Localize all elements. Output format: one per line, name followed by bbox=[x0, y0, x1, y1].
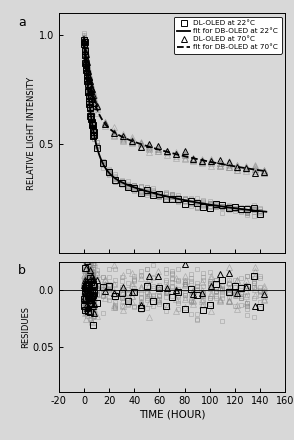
DL-OLED at 22°C bbox=[82, 37, 86, 43]
DL-OLED at 70°C bbox=[85, 60, 88, 66]
DL-OLED at 22°C bbox=[84, 61, 87, 66]
Line: fit for DB-OLED at 22°C: fit for DB-OLED at 22°C bbox=[84, 37, 266, 212]
fit for DB-OLED at 22°C bbox=[204, 202, 208, 207]
Line: DL-OLED at 70°C: DL-OLED at 70°C bbox=[81, 37, 267, 176]
DL-OLED at 70°C bbox=[85, 65, 89, 70]
DL-OLED at 70°C bbox=[84, 51, 88, 56]
fit for DB-OLED at 70°C bbox=[114, 131, 118, 136]
DL-OLED at 70°C bbox=[192, 156, 195, 161]
DL-OLED at 70°C bbox=[130, 139, 133, 144]
DL-OLED at 70°C bbox=[209, 158, 213, 164]
DL-OLED at 70°C bbox=[156, 144, 160, 149]
DL-OLED at 70°C bbox=[165, 149, 169, 154]
Legend: DL-OLED at 22°C, fit for DB-OLED at 22°C, DL-OLED at 70°C, fit for DB-OLED at 70: DL-OLED at 22°C, fit for DB-OLED at 22°C… bbox=[173, 17, 282, 54]
DL-OLED at 70°C bbox=[201, 158, 204, 163]
Y-axis label: RESIDUES: RESIDUES bbox=[21, 306, 30, 348]
Y-axis label: RELATIVE LIGHT INTENSITY: RELATIVE LIGHT INTENSITY bbox=[27, 77, 36, 190]
DL-OLED at 70°C bbox=[139, 144, 142, 150]
DL-OLED at 70°C bbox=[88, 81, 92, 87]
DL-OLED at 70°C bbox=[244, 165, 248, 170]
DL-OLED at 70°C bbox=[88, 77, 91, 82]
DL-OLED at 70°C bbox=[90, 86, 93, 91]
DL-OLED at 70°C bbox=[89, 85, 92, 90]
fit for DB-OLED at 22°C bbox=[265, 209, 268, 214]
DL-OLED at 70°C bbox=[82, 38, 86, 44]
DL-OLED at 70°C bbox=[253, 170, 257, 175]
DL-OLED at 70°C bbox=[83, 40, 86, 45]
fit for DB-OLED at 70°C bbox=[204, 158, 208, 164]
DL-OLED at 70°C bbox=[88, 78, 92, 83]
DL-OLED at 70°C bbox=[87, 74, 91, 80]
DL-OLED at 70°C bbox=[83, 43, 86, 48]
DL-OLED at 70°C bbox=[92, 100, 96, 106]
fit for DB-OLED at 70°C bbox=[190, 155, 193, 161]
DL-OLED at 70°C bbox=[235, 165, 239, 170]
DL-OLED at 70°C bbox=[91, 93, 94, 99]
fit for DB-OLED at 70°C bbox=[165, 149, 168, 154]
DL-OLED at 22°C bbox=[87, 93, 91, 98]
Text: b: b bbox=[18, 264, 26, 277]
fit for DB-OLED at 22°C bbox=[82, 35, 86, 40]
DL-OLED at 70°C bbox=[227, 159, 230, 165]
fit for DB-OLED at 22°C bbox=[114, 176, 118, 182]
DL-OLED at 70°C bbox=[84, 55, 87, 60]
DL-OLED at 22°C bbox=[252, 205, 255, 210]
fit for DB-OLED at 22°C bbox=[165, 194, 168, 199]
fit for DB-OLED at 70°C bbox=[82, 37, 86, 42]
DL-OLED at 70°C bbox=[174, 151, 178, 157]
DL-OLED at 70°C bbox=[83, 49, 87, 54]
Text: a: a bbox=[18, 15, 26, 29]
DL-OLED at 70°C bbox=[112, 130, 116, 136]
DL-OLED at 70°C bbox=[262, 169, 265, 174]
DL-OLED at 70°C bbox=[86, 68, 89, 73]
Line: DL-OLED at 22°C: DL-OLED at 22°C bbox=[81, 37, 263, 217]
DL-OLED at 22°C bbox=[107, 169, 111, 175]
fit for DB-OLED at 70°C bbox=[265, 169, 268, 174]
fit for DB-OLED at 70°C bbox=[220, 161, 223, 167]
DL-OLED at 70°C bbox=[86, 59, 89, 64]
fit for DB-OLED at 22°C bbox=[190, 199, 193, 204]
DL-OLED at 70°C bbox=[218, 158, 222, 163]
DL-OLED at 70°C bbox=[89, 88, 93, 94]
DL-OLED at 22°C bbox=[258, 212, 262, 217]
DL-OLED at 70°C bbox=[87, 74, 90, 79]
DL-OLED at 70°C bbox=[103, 122, 107, 127]
DL-OLED at 70°C bbox=[91, 92, 95, 98]
DL-OLED at 70°C bbox=[95, 103, 98, 109]
DL-OLED at 70°C bbox=[148, 141, 151, 147]
DL-OLED at 70°C bbox=[121, 134, 125, 139]
DL-OLED at 70°C bbox=[92, 101, 95, 106]
DL-OLED at 22°C bbox=[86, 81, 89, 87]
DL-OLED at 70°C bbox=[86, 73, 90, 78]
DL-OLED at 22°C bbox=[208, 205, 211, 210]
DL-OLED at 70°C bbox=[90, 87, 94, 92]
Line: fit for DB-OLED at 70°C: fit for DB-OLED at 70°C bbox=[84, 39, 266, 171]
fit for DB-OLED at 22°C bbox=[220, 204, 223, 209]
fit for DB-OLED at 70°C bbox=[129, 138, 133, 143]
DL-OLED at 70°C bbox=[183, 148, 186, 154]
DL-OLED at 70°C bbox=[91, 96, 95, 102]
fit for DB-OLED at 22°C bbox=[129, 183, 133, 189]
X-axis label: TIME (HOUR): TIME (HOUR) bbox=[139, 409, 205, 419]
